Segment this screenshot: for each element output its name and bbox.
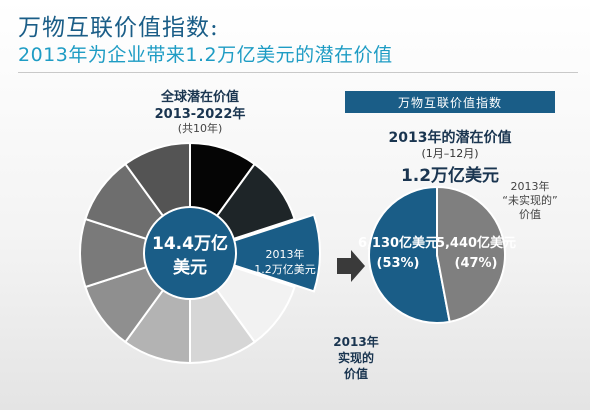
unrealized-label-line3: 价值 bbox=[519, 208, 541, 221]
pie-slice-unrealized bbox=[436, 185, 507, 323]
segment-2013-line1: 2013年 bbox=[266, 247, 305, 261]
global-pie-center bbox=[143, 206, 237, 300]
realized-value: 6,130亿美元 bbox=[358, 235, 438, 251]
title-divider bbox=[18, 72, 578, 73]
global-total-line2: 美元 bbox=[173, 257, 207, 278]
realized-label-line1: 2013年 bbox=[333, 335, 379, 349]
arrow-icon bbox=[337, 250, 365, 282]
global-label-line2: 2013-2022年 bbox=[154, 107, 246, 122]
index-badge: 万物互联价值指数 bbox=[345, 91, 555, 113]
global-total-line1: 14.4万亿 bbox=[152, 233, 228, 254]
segment-2013-line2: 1.2万亿美元 bbox=[254, 263, 316, 276]
unrealized-label-line2: “未实现的” bbox=[502, 194, 558, 207]
pie-slice-realized bbox=[368, 185, 451, 324]
unrealized-percent: (47%) bbox=[455, 256, 498, 271]
realized-percent: (53%) bbox=[377, 256, 420, 271]
potential-2013-pie bbox=[368, 185, 507, 324]
realized-label-line3: 价值 bbox=[343, 367, 368, 381]
potential-label-line2: (1月–12月) bbox=[421, 147, 479, 160]
realized-label-line2: 实现的 bbox=[337, 351, 374, 365]
pie-slice-2013 bbox=[192, 213, 321, 293]
global-label-line3: (共10年) bbox=[177, 122, 223, 135]
potential-label-line1: 2013年的潜在价值 bbox=[388, 130, 512, 146]
global-value-pie bbox=[78, 141, 321, 365]
unrealized-value: 5,440亿美元 bbox=[436, 235, 516, 251]
potential-label-line3: 1.2万亿美元 bbox=[400, 166, 500, 186]
global-label-line1: 全球潜在价值 bbox=[160, 90, 239, 105]
page-title: 万物互联价值指数: bbox=[18, 15, 219, 41]
unrealized-label-line1: 2013年 bbox=[510, 180, 550, 193]
page-subtitle: 2013年为企业带来1.2万亿美元的潜在价值 bbox=[18, 44, 393, 66]
